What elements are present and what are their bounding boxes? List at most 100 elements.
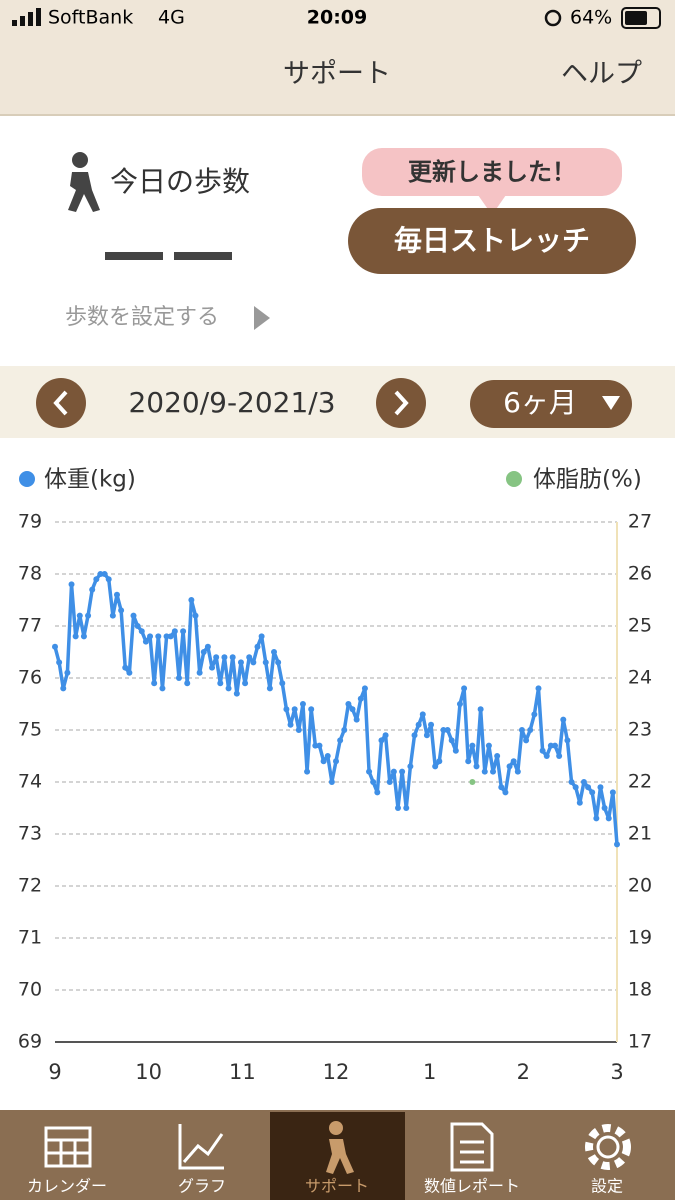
point — [502, 789, 509, 796]
tab-label[interactable]: 設定 — [591, 1177, 623, 1196]
steps-setting[interactable]: 歩数を設定する — [65, 305, 219, 330]
point — [407, 763, 414, 770]
tab-label[interactable]: 数値レポート — [424, 1177, 520, 1196]
prev-arrow — [53, 390, 68, 416]
y2-tick-label: 19 — [628, 927, 652, 949]
point — [461, 685, 468, 692]
y2-tick-label: 26 — [628, 563, 652, 585]
help[interactable]: ヘルプ — [561, 59, 642, 90]
point — [333, 758, 339, 765]
point — [345, 701, 352, 707]
y2-tick-label: 24 — [628, 667, 652, 689]
point — [101, 571, 108, 577]
y2-tick-label: 22 — [628, 771, 652, 793]
point — [52, 643, 58, 650]
stretch-button[interactable] — [348, 208, 636, 274]
point — [539, 747, 546, 754]
point — [60, 685, 67, 692]
carrier: SoftBank — [48, 7, 133, 29]
point — [56, 659, 63, 666]
point — [411, 732, 418, 739]
point — [68, 581, 75, 588]
x-tick-label: 9 — [48, 1060, 61, 1084]
point — [585, 784, 592, 791]
point — [448, 737, 455, 744]
point — [221, 654, 228, 661]
legend-label: 体重(kg) — [44, 467, 136, 493]
point — [506, 763, 513, 770]
point — [593, 815, 600, 822]
point — [262, 659, 269, 666]
point — [287, 721, 294, 728]
point — [213, 654, 220, 661]
tab-label[interactable]: サポート — [305, 1177, 369, 1196]
stretch-text: 毎日ストレッチ — [394, 224, 590, 257]
point — [440, 727, 447, 733]
prev-button[interactable] — [36, 378, 86, 428]
point — [142, 638, 149, 645]
point — [527, 727, 534, 733]
point — [159, 685, 166, 692]
point — [556, 753, 563, 759]
point — [304, 768, 311, 775]
x-tick-label: 11 — [229, 1060, 256, 1084]
point — [192, 612, 199, 619]
tab-label[interactable]: グラフ — [178, 1177, 226, 1196]
point — [605, 815, 612, 822]
point — [494, 753, 501, 759]
point — [72, 633, 79, 640]
steps-label: 今日の歩数 — [110, 165, 250, 198]
point — [444, 727, 451, 733]
point — [572, 784, 579, 791]
point — [196, 669, 203, 676]
x-tick-label: 2 — [517, 1060, 530, 1084]
point — [523, 737, 530, 744]
point — [469, 742, 476, 749]
point — [510, 758, 517, 765]
arrow — [254, 306, 270, 330]
alarm-icon — [544, 9, 562, 27]
point — [93, 576, 100, 583]
point — [328, 779, 335, 785]
y-tick-label: 69 — [18, 1031, 42, 1053]
point — [366, 768, 373, 775]
point — [481, 768, 488, 775]
battery-level — [625, 11, 647, 25]
point — [130, 612, 137, 619]
period-range: 2020/9-2021/3 — [128, 386, 335, 419]
point — [258, 633, 265, 640]
point — [419, 711, 426, 718]
span-arrow — [602, 396, 620, 410]
next-button[interactable] — [376, 378, 426, 428]
point — [209, 664, 216, 671]
y-tick-label: 75 — [18, 719, 42, 741]
point — [271, 649, 278, 655]
tab-label[interactable]: カレンダー — [27, 1177, 107, 1196]
point — [64, 669, 71, 676]
point — [436, 758, 443, 765]
point — [514, 768, 521, 775]
point — [171, 628, 178, 635]
network: 4G — [158, 7, 185, 29]
point — [320, 758, 327, 765]
point — [614, 841, 620, 848]
point — [97, 571, 104, 577]
span-button[interactable] — [470, 380, 632, 428]
point — [279, 680, 286, 687]
point — [394, 805, 401, 811]
point — [361, 685, 368, 692]
point — [254, 643, 261, 650]
y2-tick-label: 27 — [628, 511, 652, 533]
point — [76, 612, 83, 619]
y2-tick-label: 20 — [628, 875, 652, 897]
point — [180, 628, 187, 635]
point — [370, 779, 377, 785]
divider — [0, 114, 675, 116]
x-tick-label: 1 — [423, 1060, 436, 1084]
point — [89, 586, 96, 593]
point — [291, 706, 298, 713]
y-tick-label: 79 — [18, 511, 42, 533]
point — [469, 779, 476, 785]
